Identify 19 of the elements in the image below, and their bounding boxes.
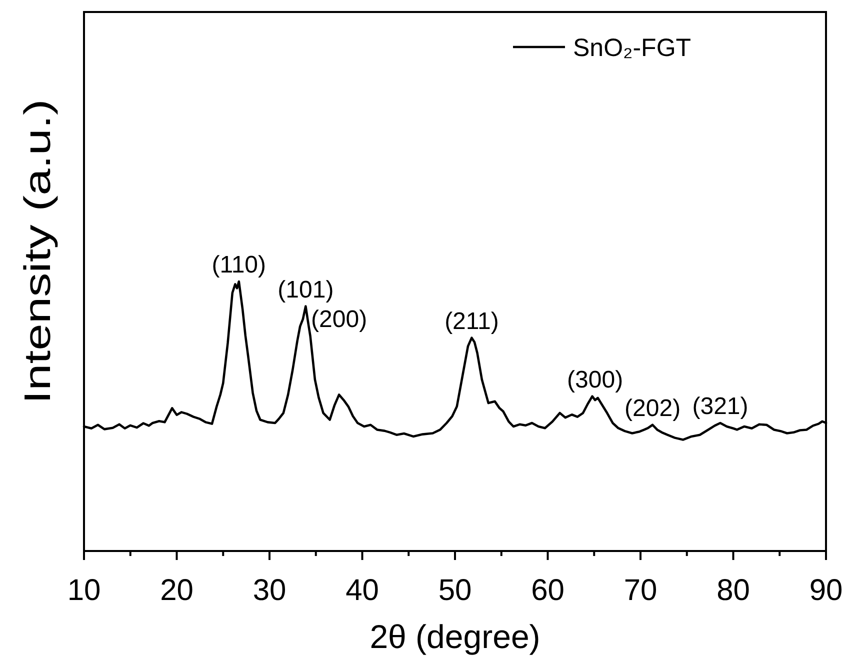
annotation: (300) [567, 366, 624, 394]
annotation: (211) [444, 308, 499, 335]
x-tick-label: 30 [252, 574, 286, 607]
annotation: (200) [311, 306, 368, 334]
annotation: (321) [692, 392, 748, 420]
x-tick-label: 10 [67, 574, 101, 607]
legend-label: SnO₂-FGT [573, 34, 692, 62]
x-tick-label: 20 [160, 574, 194, 607]
x-tick-label: 70 [624, 574, 658, 607]
x-tick-label: 80 [716, 574, 750, 607]
annotation: (101) [278, 276, 334, 304]
annotation: (202) [624, 394, 681, 422]
x-tick-label: 40 [346, 574, 379, 607]
x-tick-label: 90 [809, 574, 843, 607]
x-tick-label: 50 [438, 574, 472, 607]
annotation: (110) [212, 252, 266, 278]
x-tick-label: 60 [531, 574, 564, 607]
x-axis-title: 2θ (degree) [370, 618, 540, 655]
y-axis-title: Intensity (a.u.) [17, 99, 59, 404]
